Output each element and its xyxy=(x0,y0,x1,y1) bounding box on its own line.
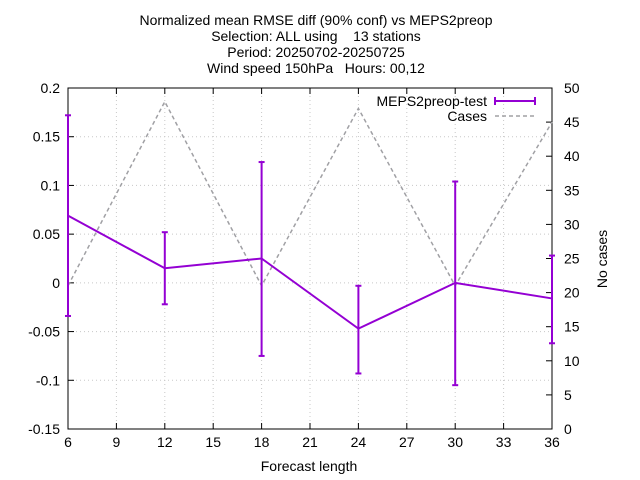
x-tick-label: 9 xyxy=(113,434,121,450)
x-tick-label: 33 xyxy=(496,434,512,450)
x-axis-label: Forecast length xyxy=(261,458,358,474)
y2-tick-label: 25 xyxy=(564,251,580,267)
y-tick-label: -0.1 xyxy=(36,372,60,388)
y2-axis-label: No cases xyxy=(594,230,610,288)
x-tick-label: 30 xyxy=(447,434,463,450)
y-tick-label: 0.05 xyxy=(33,226,60,242)
y2-tick-label: 40 xyxy=(564,148,580,164)
x-tick-label: 24 xyxy=(351,434,367,450)
grid xyxy=(68,88,552,429)
y-tick-label: 0.2 xyxy=(41,80,61,96)
y-tick-label: 0 xyxy=(52,275,60,291)
series-line-meps2preop-test xyxy=(67,214,553,330)
title-line-1: Normalized mean RMSE diff (90% conf) vs … xyxy=(140,12,493,28)
x-tick-label: 27 xyxy=(399,434,415,450)
y-tick-label: -0.15 xyxy=(28,421,60,437)
y2-tick-label: 45 xyxy=(564,114,580,130)
x-tick-label: 21 xyxy=(302,434,318,450)
y2-tick-label: 0 xyxy=(564,421,572,437)
series-line-cases xyxy=(67,100,553,288)
error-bar xyxy=(355,284,362,375)
axis-ticks: 6 9 12 15 18 21 24 27 30 33 36 -0.15 -0.1 -0.05 0 0.05 0… xyxy=(28,80,580,450)
x-tick-label: 6 xyxy=(64,434,72,450)
title-line-4: Wind speed 150hPa Hours: 00,12 xyxy=(207,60,425,76)
y-tick-label: -0.05 xyxy=(28,324,60,340)
title-line-3: Period: 20250702-20250725 xyxy=(227,44,405,60)
x-tick-label: 36 xyxy=(544,434,560,450)
x-tick-label: 18 xyxy=(254,434,270,450)
y2-tick-label: 50 xyxy=(564,80,580,96)
y2-tick-label: 15 xyxy=(564,319,580,335)
y2-tick-label: 5 xyxy=(564,387,572,403)
chart-title: Normalized mean RMSE diff (90% conf) vs … xyxy=(140,12,493,76)
legend-label-series-1: MEPS2preop-test xyxy=(377,93,488,109)
error-bar xyxy=(452,180,459,387)
x-tick-label: 15 xyxy=(205,434,221,450)
y2-tick-label: 20 xyxy=(564,285,580,301)
legend-label-series-2: Cases xyxy=(447,108,487,124)
x-tick-label: 12 xyxy=(157,434,173,450)
legend: MEPS2preop-test Cases xyxy=(377,93,536,124)
title-line-2: Selection: ALL using 13 stations xyxy=(211,28,421,44)
error-bar xyxy=(258,161,265,357)
series-layer xyxy=(65,100,555,387)
y-tick-label: 0.1 xyxy=(41,177,61,193)
y-tick-label: 0.15 xyxy=(33,129,60,145)
error-bar xyxy=(161,231,168,306)
plot-frame xyxy=(67,87,553,430)
error-bar xyxy=(549,254,555,345)
y2-tick-label: 10 xyxy=(564,353,580,369)
error-bar xyxy=(65,114,71,317)
y2-tick-label: 30 xyxy=(564,216,580,232)
y2-tick-label: 35 xyxy=(564,182,580,198)
legend-sample-series-1 xyxy=(494,97,536,105)
